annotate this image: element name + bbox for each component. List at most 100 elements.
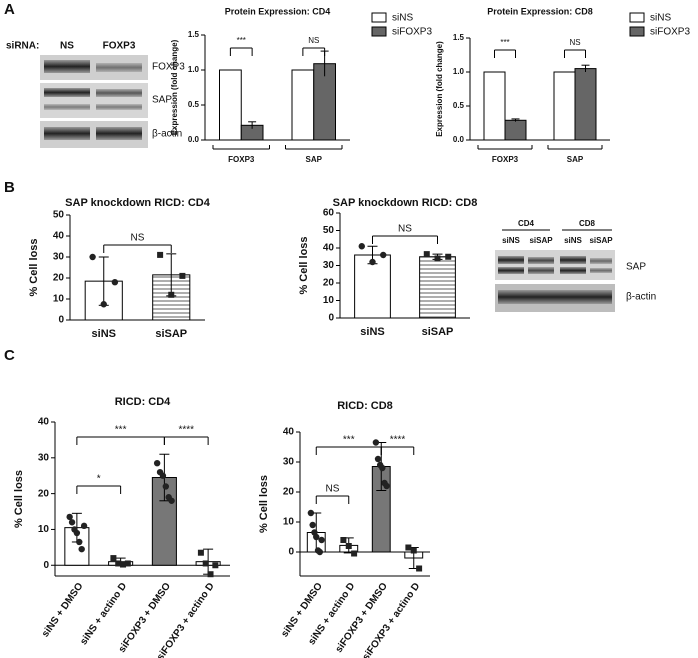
significance-label: *** — [237, 36, 246, 45]
blot-row: SAP — [626, 262, 646, 273]
bar — [483, 71, 506, 141]
x-tick-label: SAP — [306, 155, 323, 164]
data-point — [316, 548, 324, 556]
y-tick-label: 1.5 — [188, 30, 200, 39]
data-point — [197, 549, 204, 556]
y-axis-label: Expression (fold change) — [435, 41, 444, 137]
significance-label: NS — [326, 484, 340, 495]
x-tick-label: siNS + actino D — [78, 581, 129, 647]
panel-label: A — [4, 1, 15, 18]
blot-row: FOXP3 — [152, 62, 185, 73]
y-tick-label: 20 — [283, 487, 295, 498]
significance-label: *** — [115, 425, 127, 436]
x-tick-label: siNS — [360, 326, 384, 338]
y-tick-label: 30 — [53, 252, 65, 263]
significance-label: NS — [131, 233, 145, 244]
data-point — [423, 251, 430, 258]
y-tick-label: 30 — [283, 457, 295, 468]
x-tick-label: siFOXP3 + actino D — [361, 581, 423, 658]
y-tick-label: 10 — [323, 295, 335, 306]
data-point — [124, 560, 131, 567]
y-tick-label: 50 — [323, 225, 335, 236]
x-tick-label: FOXP3 — [492, 155, 519, 164]
blot-lane: FOXP3 — [103, 41, 136, 52]
significance-label: NS — [308, 36, 319, 45]
data-point — [153, 459, 161, 467]
data-point — [345, 543, 352, 549]
blot-group: CD4 — [518, 219, 535, 228]
bar — [219, 69, 242, 141]
data-point — [445, 253, 452, 260]
data-point — [115, 560, 122, 567]
data-point — [416, 565, 423, 572]
y-tick-label: 30 — [323, 260, 335, 271]
chart-title: RICD: CD4 — [115, 396, 171, 408]
legend-label: siNS — [392, 13, 413, 24]
significance-label: NS — [569, 38, 580, 47]
blot-row: β-actin — [626, 292, 656, 303]
data-point — [110, 555, 117, 562]
y-tick-label: 20 — [38, 488, 50, 499]
blot-lane: siNS — [502, 236, 520, 245]
data-point — [372, 439, 380, 446]
blot-lane: siSAP — [589, 236, 613, 245]
blot-row: β-actin — [152, 129, 182, 140]
y-tick-label: 1.0 — [188, 65, 200, 74]
y-tick-label: 10 — [283, 517, 295, 528]
data-point — [159, 472, 167, 479]
data-point — [78, 545, 85, 553]
data-point — [68, 519, 76, 526]
data-point — [380, 251, 387, 259]
chart-title: SAP knockdown RICD: CD8 — [333, 197, 478, 209]
data-point — [120, 561, 127, 568]
y-axis-label: Expression (fold change) — [170, 39, 179, 135]
significance-label: NS — [398, 224, 412, 235]
data-point — [76, 538, 83, 546]
data-point — [351, 550, 358, 557]
y-tick-label: 20 — [323, 278, 335, 289]
x-tick-label: siSAP — [155, 328, 187, 340]
blot-lane: siSAP — [529, 236, 553, 245]
data-point — [157, 251, 164, 258]
data-point — [434, 255, 441, 262]
significance-label: *** — [343, 435, 355, 446]
y-tick-label: 30 — [38, 452, 50, 463]
legend-swatch — [371, 12, 387, 23]
y-tick-label: 0.0 — [188, 135, 200, 144]
panel-label: B — [4, 179, 15, 196]
legend-swatch — [371, 26, 387, 37]
bar — [504, 119, 527, 141]
y-tick-label: 20 — [53, 273, 65, 284]
bar — [354, 254, 391, 319]
data-point — [100, 301, 107, 308]
y-tick-label: 0 — [288, 547, 294, 558]
x-tick-label: siSAP — [422, 326, 454, 338]
y-tick-label: 1.5 — [453, 33, 465, 42]
data-point — [168, 291, 175, 298]
data-point — [340, 537, 347, 543]
data-point — [202, 560, 209, 567]
legend-swatch — [629, 26, 645, 37]
significance-label: *** — [500, 38, 509, 47]
data-point — [207, 571, 214, 578]
y-axis-label: % Cell loss — [298, 236, 310, 294]
data-point — [307, 509, 315, 517]
data-point — [111, 279, 119, 286]
data-point — [66, 513, 73, 521]
bar — [291, 69, 315, 141]
data-point — [89, 253, 96, 261]
y-tick-label: 0 — [328, 313, 334, 324]
blot-lane: NS — [60, 41, 74, 52]
y-tick-label: 1.0 — [453, 67, 465, 76]
chart-title: Protein Expression: CD4 — [225, 6, 331, 16]
x-tick-label: FOXP3 — [228, 155, 255, 164]
chart-title: SAP knockdown RICD: CD4 — [65, 197, 211, 209]
bar — [574, 68, 597, 141]
western-blot-a — [40, 55, 148, 148]
panel-label: C — [4, 347, 15, 364]
y-tick-label: 0 — [43, 560, 49, 571]
y-tick-label: 40 — [38, 417, 50, 428]
data-point — [168, 497, 175, 504]
significance-label: **** — [178, 425, 194, 436]
